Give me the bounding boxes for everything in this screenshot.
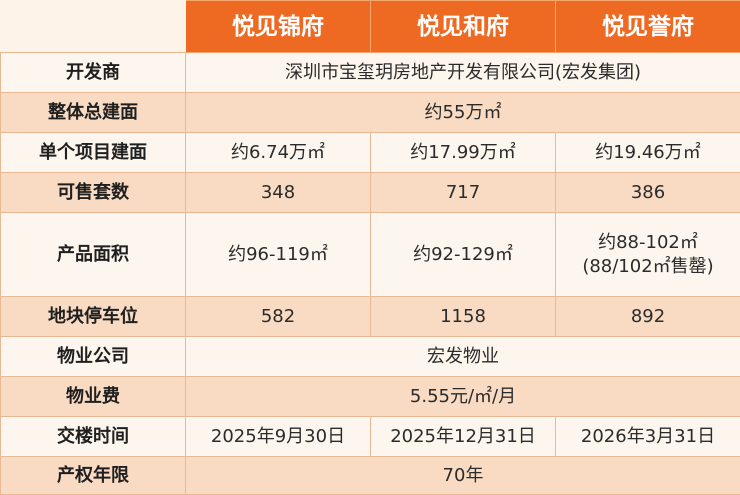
row-label: 物业费 xyxy=(1,377,186,417)
row-property-fee: 物业费 5.55元/㎡/月 xyxy=(1,377,740,417)
project-area-cell: 约19.46万㎡ xyxy=(556,133,740,173)
row-units: 可售套数 348 717 386 xyxy=(1,173,740,213)
row-label: 产权年限 xyxy=(1,457,186,495)
parking-cell: 1158 xyxy=(371,297,556,337)
row-label: 单个项目建面 xyxy=(1,133,186,173)
product-area-range: 约88-102㎡ xyxy=(560,231,736,255)
parking-cell: 582 xyxy=(186,297,371,337)
total-area-value: 约55万㎡ xyxy=(186,93,740,133)
row-tenure: 产权年限 70年 xyxy=(1,457,740,495)
header-corner xyxy=(1,1,186,53)
header-project-2: 悦见和府 xyxy=(371,1,556,53)
header-project-3: 悦见誉府 xyxy=(556,1,740,53)
product-area-cell: 约92-129㎡ xyxy=(371,213,556,297)
row-label: 开发商 xyxy=(1,53,186,93)
project-area-cell: 约17.99万㎡ xyxy=(371,133,556,173)
property-company-value: 宏发物业 xyxy=(186,337,740,377)
row-total-area: 整体总建面 约55万㎡ xyxy=(1,93,740,133)
row-delivery: 交楼时间 2025年9月30日 2025年12月31日 2026年3月31日 xyxy=(1,417,740,457)
product-area-cell: 约96-119㎡ xyxy=(186,213,371,297)
header-row: 悦见锦府 悦见和府 悦见誉府 xyxy=(1,1,740,53)
row-label: 交楼时间 xyxy=(1,417,186,457)
sold-out-note: (88/102㎡售罄) xyxy=(560,255,736,279)
tenure-value: 70年 xyxy=(186,457,740,495)
row-project-area: 单个项目建面 约6.74万㎡ 约17.99万㎡ 约19.46万㎡ xyxy=(1,133,740,173)
project-area-cell: 约6.74万㎡ xyxy=(186,133,371,173)
product-area-cell: 约88-102㎡ (88/102㎡售罄) xyxy=(556,213,740,297)
developer-value: 深圳市宝玺玥房地产开发有限公司(宏发集团) xyxy=(186,53,740,93)
row-property-company: 物业公司 宏发物业 xyxy=(1,337,740,377)
row-developer: 开发商 深圳市宝玺玥房地产开发有限公司(宏发集团) xyxy=(1,53,740,93)
units-cell: 386 xyxy=(556,173,740,213)
row-label: 地块停车位 xyxy=(1,297,186,337)
header-project-1: 悦见锦府 xyxy=(186,1,371,53)
row-label: 产品面积 xyxy=(1,213,186,297)
row-product-area: 产品面积 约96-119㎡ 约92-129㎡ 约88-102㎡ (88/102㎡… xyxy=(1,213,740,297)
delivery-cell: 2026年3月31日 xyxy=(556,417,740,457)
row-parking: 地块停车位 582 1158 892 xyxy=(1,297,740,337)
property-fee-value: 5.55元/㎡/月 xyxy=(186,377,740,417)
units-cell: 717 xyxy=(371,173,556,213)
row-label: 物业公司 xyxy=(1,337,186,377)
row-label: 可售套数 xyxy=(1,173,186,213)
units-cell: 348 xyxy=(186,173,371,213)
row-label: 整体总建面 xyxy=(1,93,186,133)
parking-cell: 892 xyxy=(556,297,740,337)
delivery-cell: 2025年9月30日 xyxy=(186,417,371,457)
delivery-cell: 2025年12月31日 xyxy=(371,417,556,457)
